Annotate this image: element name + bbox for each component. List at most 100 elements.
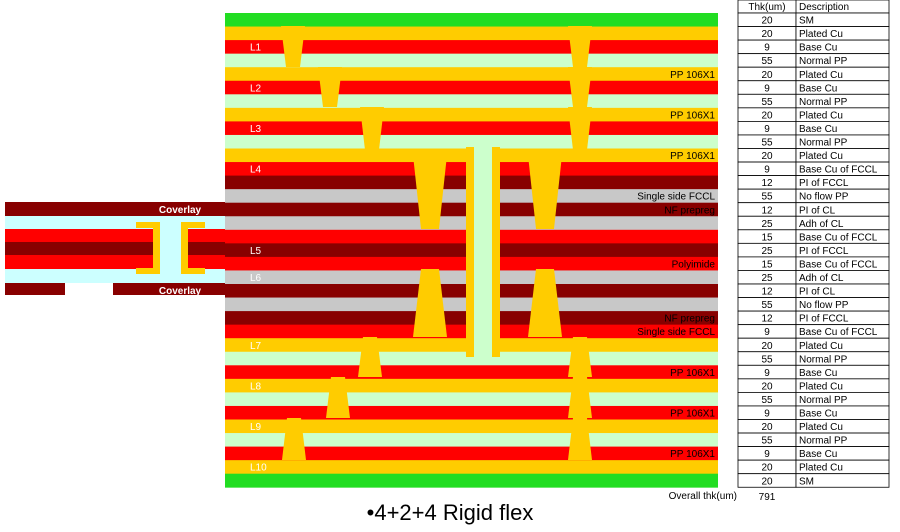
layer-label-1: L2 [250, 83, 262, 94]
via-l4-l5 [413, 155, 447, 229]
table-thk-12: 12 [761, 178, 773, 189]
via-l4-l5-right [528, 155, 562, 229]
layer-7 [225, 107, 718, 122]
stack-label-9: PP 106X1 [670, 409, 715, 420]
table-desc-cell-34 [795, 473, 890, 488]
table-thk-16: 15 [761, 232, 773, 243]
coverlay-top-bar [5, 202, 225, 216]
table-desc-11: Base Cu of FCCL [799, 165, 878, 176]
layer-29 [225, 405, 718, 420]
layer-label-3: L4 [250, 165, 262, 176]
table-thk-34: 20 [761, 476, 773, 487]
table-desc-26: Base Cu [799, 368, 837, 379]
layer-4 [225, 67, 718, 82]
via-l3-l4-right [568, 107, 592, 150]
flex-slot-left [153, 222, 160, 274]
flex-slot-bottom-left [136, 268, 160, 274]
table-desc-3: Normal PP [799, 56, 848, 67]
layer-label-9: L10 [250, 463, 267, 474]
rigid-layers [225, 13, 718, 488]
table-thk-24: 20 [761, 341, 773, 352]
via-l7-l6 [413, 269, 447, 337]
table-desc-14: PI of CL [799, 205, 836, 216]
flex-slot-gap [160, 222, 181, 274]
table-desc-20: PI of CL [799, 287, 836, 298]
table-thk-6: 55 [761, 97, 773, 108]
stack-label-7: Single side FCCL [637, 327, 715, 338]
flex-slot-top-right [181, 222, 205, 228]
via-l8-l7 [358, 337, 382, 377]
table-desc-32: Base Cu [799, 449, 837, 460]
layer-label-5: L6 [250, 273, 262, 284]
flex-slot-top-left [136, 222, 160, 228]
table-thk-26: 9 [764, 368, 770, 379]
table-thk-32: 9 [764, 449, 770, 460]
stack-label-1: PP 106X1 [670, 110, 715, 121]
table-desc-1: Plated Cu [799, 29, 843, 40]
via-l9-l8-right [568, 377, 592, 418]
coverlay-bottom-label: Coverlay [159, 286, 202, 297]
via-l9-l8 [326, 377, 350, 418]
via-l8-l7-right [568, 337, 592, 377]
overall-thk-value: 791 [759, 492, 776, 503]
table-desc-23: Base Cu of FCCL [799, 327, 878, 338]
table-thk-1: 20 [761, 29, 773, 40]
stack-label-2: PP 106X1 [670, 151, 715, 162]
stack-label-8: PP 106X1 [670, 368, 715, 379]
stack-label-6: NF prepreg [664, 314, 715, 325]
layer-32 [225, 446, 718, 461]
vias [281, 26, 592, 460]
stack-label-10: PP 106X1 [670, 449, 715, 460]
table-thk-20: 12 [761, 287, 773, 298]
layer-label-7: L8 [250, 381, 262, 392]
via-l10-l9 [282, 418, 306, 460]
via-l10-l9-right [568, 418, 592, 460]
table-desc-4: Plated Cu [799, 70, 843, 81]
table-thk-7: 20 [761, 110, 773, 121]
table-desc-19: Adh of CL [799, 273, 844, 284]
table-thk-25: 55 [761, 354, 773, 365]
table-thk-13: 55 [761, 192, 773, 203]
layer-31 [225, 433, 718, 447]
table-thk-8: 9 [764, 124, 770, 135]
table-desc-8: Base Cu [799, 124, 837, 135]
pth-hole [474, 147, 492, 357]
flex-region: Coverlay Coverlay [0, 202, 225, 297]
table-desc-6: Normal PP [799, 97, 848, 108]
table-desc-34: SM [799, 476, 814, 487]
table-desc-12: PI of FCCL [799, 178, 849, 189]
layer-8 [225, 121, 718, 136]
table-thk-23: 9 [764, 327, 770, 338]
flex-l5 [5, 229, 225, 242]
overall-thk-label: Overall thk(um) [669, 491, 737, 502]
layer-28 [225, 392, 718, 407]
table-desc-27: Plated Cu [799, 381, 843, 392]
table-desc-5: Base Cu [799, 83, 837, 94]
layer-2 [225, 40, 718, 55]
table-header-thk: Thk(um) [748, 2, 785, 13]
table-desc-13: No flow PP [799, 192, 849, 203]
stack-label-4: NF prepreg [664, 205, 715, 216]
table-desc-15: Adh of CL [799, 219, 844, 230]
layer-34 [225, 473, 718, 488]
table-thk-29: 9 [764, 409, 770, 420]
table-desc-33: Plated Cu [799, 463, 843, 474]
table-thk-5: 9 [764, 83, 770, 94]
layer-1 [225, 26, 718, 41]
table-thk-3: 55 [761, 56, 773, 67]
table-thk-19: 25 [761, 273, 773, 284]
coverlay-bottom-bar-right [113, 283, 225, 295]
table-thk-4: 20 [761, 70, 773, 81]
layer-label-8: L9 [250, 422, 262, 433]
table-thk-28: 55 [761, 395, 773, 406]
flex-polyimide [5, 242, 225, 255]
flex-slot-right [181, 222, 188, 274]
layer-label-0: L1 [250, 43, 262, 54]
layer-25 [225, 351, 718, 366]
coverlay-top-label: Coverlay [159, 205, 202, 216]
table-thk-2: 9 [764, 43, 770, 54]
table-thk-17: 25 [761, 246, 773, 257]
layer-label-2: L3 [250, 124, 262, 135]
table-thk-0: 20 [761, 16, 773, 27]
